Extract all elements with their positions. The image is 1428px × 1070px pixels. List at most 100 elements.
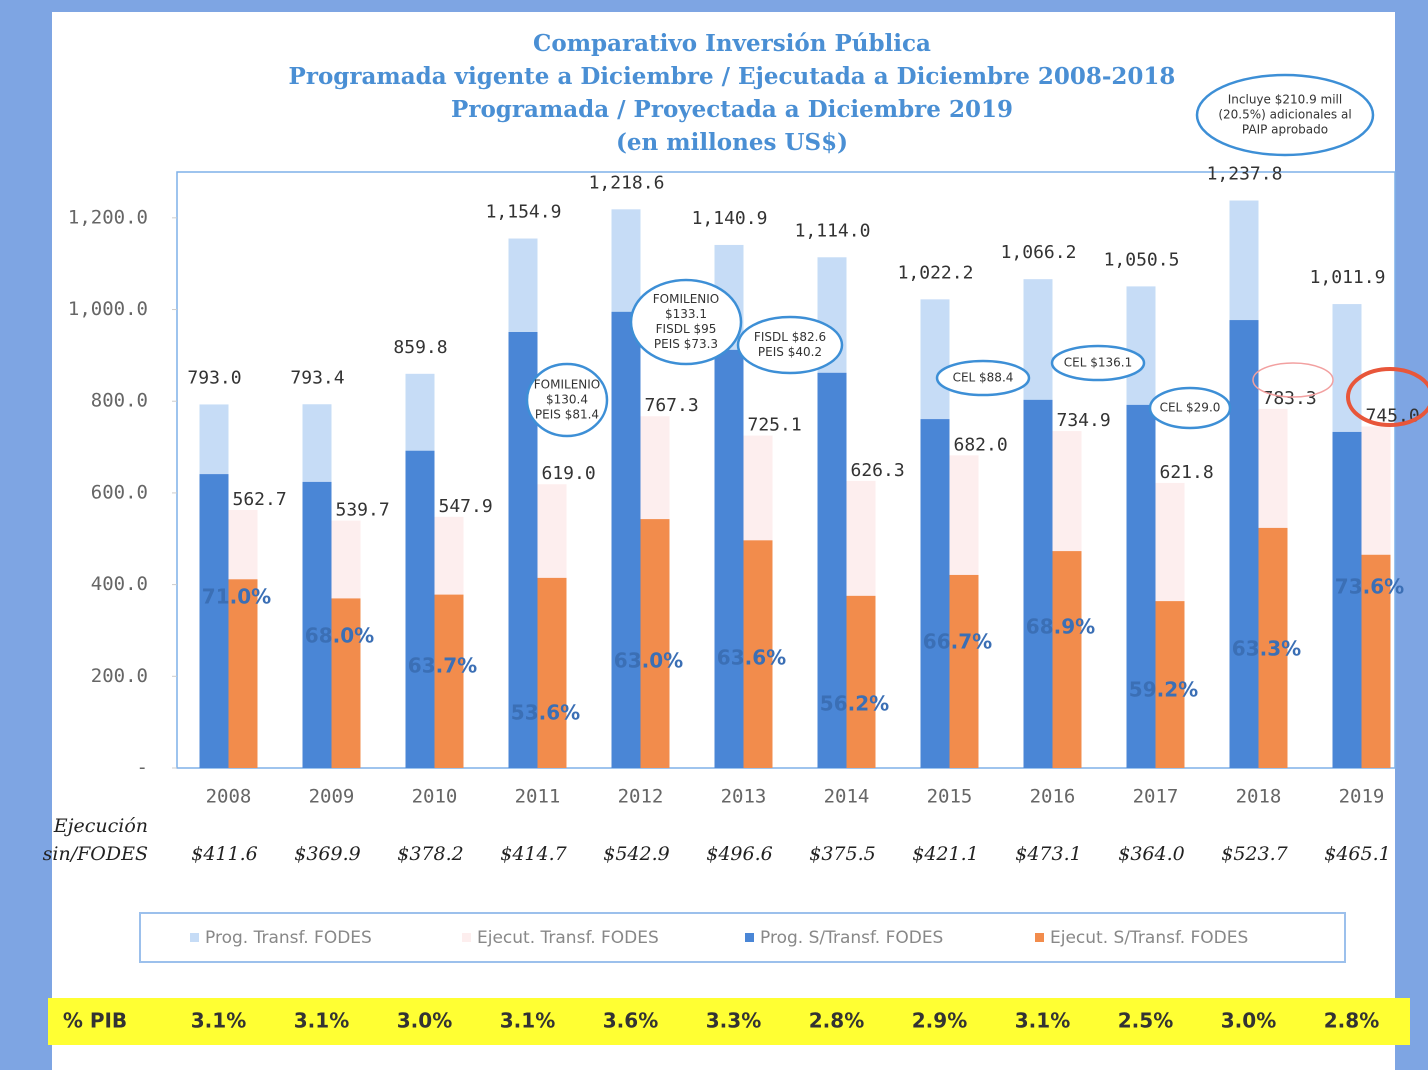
data-label: 1,011.9 [1310,267,1386,288]
execution-label: $421.1 [912,843,978,865]
bar [405,450,435,768]
callout-text: CEL $88.4 [953,371,1014,385]
data-label: 793.4 [290,367,344,388]
data-label: 734.9 [1057,410,1111,431]
plot-frame [176,171,1396,769]
data-label: 621.8 [1160,462,1214,483]
pib-value: 3.0% [1221,1009,1276,1033]
data-label: 1,218.6 [589,172,665,193]
x-tick-label: 2018 [1236,786,1282,808]
data-label: 682.0 [954,434,1008,455]
legend-label: Ejecut. S/Transf. FODES [1050,928,1248,948]
percent-label: 56.2% [820,692,889,716]
callout-text: PEIS $40.2 [758,345,822,359]
execution-label: $364.0 [1118,843,1184,865]
percent-label: 71.0% [202,585,271,609]
x-tick-label: 2014 [824,786,870,808]
highlight [1252,362,1334,398]
legend-label: Prog. S/Transf. FODES [760,928,943,948]
chart-title: Programada / Proyectada a Diciembre 2019 [451,96,1013,123]
callout [1195,73,1375,157]
bar [640,519,670,768]
data-label: 619.0 [542,463,596,484]
chart-title: Comparativo Inversión Pública [533,30,931,57]
pib-value: 2.9% [912,1009,967,1033]
callout [736,315,844,375]
legend-swatch [745,933,754,942]
percent-label: 68.0% [305,624,374,648]
x-tick-label: 2010 [412,786,458,808]
x-tick-label: 2009 [309,786,355,808]
legend-swatch [190,933,199,942]
bar [1155,601,1185,768]
callout [525,362,609,438]
y-tick-label: 1,200.0 [68,206,148,228]
legend-label: Ejecut. Transf. FODES [477,928,659,948]
x-tick-label: 2016 [1030,786,1076,808]
y-tick-label: 600.0 [91,481,148,503]
y-tick-label: 400.0 [91,573,148,595]
data-label: 1,050.5 [1104,249,1180,270]
bar [743,540,773,768]
execution-label: $496.6 [706,843,772,865]
percent-label: 53.6% [511,701,580,725]
bar [1229,320,1259,768]
execution-label: $375.5 [809,843,875,865]
row-label: Ejecución [53,815,148,837]
pib-value: 2.8% [1324,1009,1379,1033]
percent-label: 63.3% [1232,637,1301,661]
data-label: 1,066.2 [1001,242,1077,263]
data-label: 547.9 [439,496,493,517]
callout-text: FISDL $95 [656,322,717,336]
pib-band [48,998,1410,1045]
bar [434,594,464,768]
legend-swatch [1035,933,1044,942]
chart-title: (en millones US$) [616,129,848,156]
pib-value: 3.6% [603,1009,658,1033]
x-tick-label: 2011 [515,786,561,808]
callout-text: $133.1 [665,307,707,321]
callout-text: FOMILENIO [534,378,600,392]
x-tick-label: 2019 [1339,786,1385,808]
pib-value: 2.8% [809,1009,864,1033]
bar [920,419,950,768]
bar [817,372,847,768]
y-tick-label: - [137,757,148,779]
bar [199,474,229,768]
percent-label: 63.6% [717,646,786,670]
pib-label: % PIB [63,1009,127,1033]
callout [935,359,1031,397]
bar [1126,404,1156,768]
bar [1052,551,1082,768]
execution-label: $411.6 [191,843,257,865]
callout-text: FOMILENIO [653,292,719,306]
execution-label: $414.7 [500,843,567,865]
callout [1050,344,1146,382]
bar [1332,431,1362,768]
callout-text: FISDL $82.6 [754,330,826,344]
bar [714,349,744,768]
x-tick-label: 2008 [206,786,252,808]
execution-label: $378.2 [397,843,463,865]
data-label: 859.8 [393,337,447,358]
pib-value: 3.3% [706,1009,761,1033]
chart-title: Programada vigente a Diciembre / Ejecuta… [289,63,1176,90]
legend-box [139,912,1346,963]
data-label: 725.1 [748,415,802,436]
data-label: 1,114.0 [795,220,871,241]
bar [611,311,641,768]
bar [1361,554,1391,768]
bar [1023,399,1053,768]
data-label: 1,237.8 [1207,164,1283,185]
bar [537,577,567,768]
callout-text: Incluye $210.9 mill [1228,93,1342,107]
data-label: 1,022.2 [898,262,974,283]
data-label: 767.3 [645,395,699,416]
legend-swatch [462,933,471,942]
callout-text: PEIS $73.3 [654,337,718,351]
callout-text: CEL $136.1 [1064,356,1132,370]
pib-value: 2.5% [1118,1009,1173,1033]
bar [331,598,361,768]
data-label: 539.7 [336,500,390,521]
